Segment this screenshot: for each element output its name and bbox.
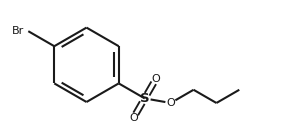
Text: Br: Br (12, 26, 24, 36)
Text: O: O (152, 74, 160, 84)
Text: O: O (166, 98, 175, 108)
Text: O: O (129, 113, 138, 123)
Text: S: S (140, 92, 149, 105)
